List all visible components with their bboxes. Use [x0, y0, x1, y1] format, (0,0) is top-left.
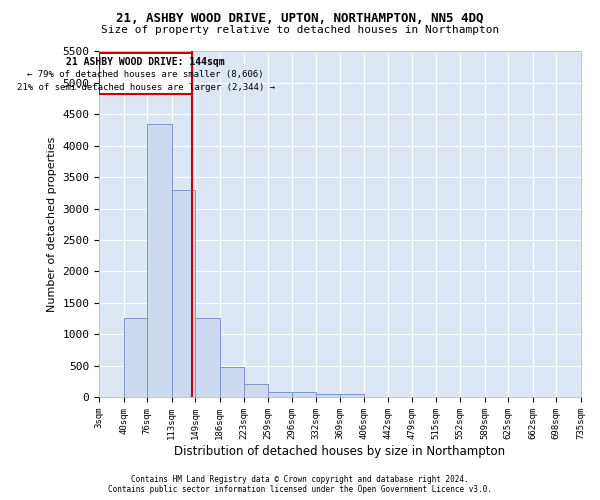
Y-axis label: Number of detached properties: Number of detached properties: [47, 136, 57, 312]
Bar: [99, 53, 192, 94]
Text: 21 ASHBY WOOD DRIVE: 144sqm: 21 ASHBY WOOD DRIVE: 144sqm: [66, 56, 225, 66]
Bar: [316, 394, 340, 397]
Bar: [147, 124, 172, 397]
X-axis label: Distribution of detached houses by size in Northampton: Distribution of detached houses by size …: [174, 444, 505, 458]
Text: 21% of semi-detached houses are larger (2,344) →: 21% of semi-detached houses are larger (…: [17, 83, 275, 92]
Bar: [340, 394, 364, 397]
Bar: [244, 384, 268, 397]
Bar: [292, 392, 316, 397]
Text: Contains HM Land Registry data © Crown copyright and database right 2024.
Contai: Contains HM Land Registry data © Crown c…: [108, 474, 492, 494]
Bar: [172, 190, 195, 397]
Bar: [268, 392, 292, 397]
Bar: [124, 318, 147, 397]
Bar: [220, 367, 244, 397]
Text: ← 79% of detached houses are smaller (8,606): ← 79% of detached houses are smaller (8,…: [28, 70, 264, 78]
Text: Size of property relative to detached houses in Northampton: Size of property relative to detached ho…: [101, 25, 499, 35]
Bar: [195, 318, 220, 397]
Text: 21, ASHBY WOOD DRIVE, UPTON, NORTHAMPTON, NN5 4DQ: 21, ASHBY WOOD DRIVE, UPTON, NORTHAMPTON…: [116, 12, 484, 26]
